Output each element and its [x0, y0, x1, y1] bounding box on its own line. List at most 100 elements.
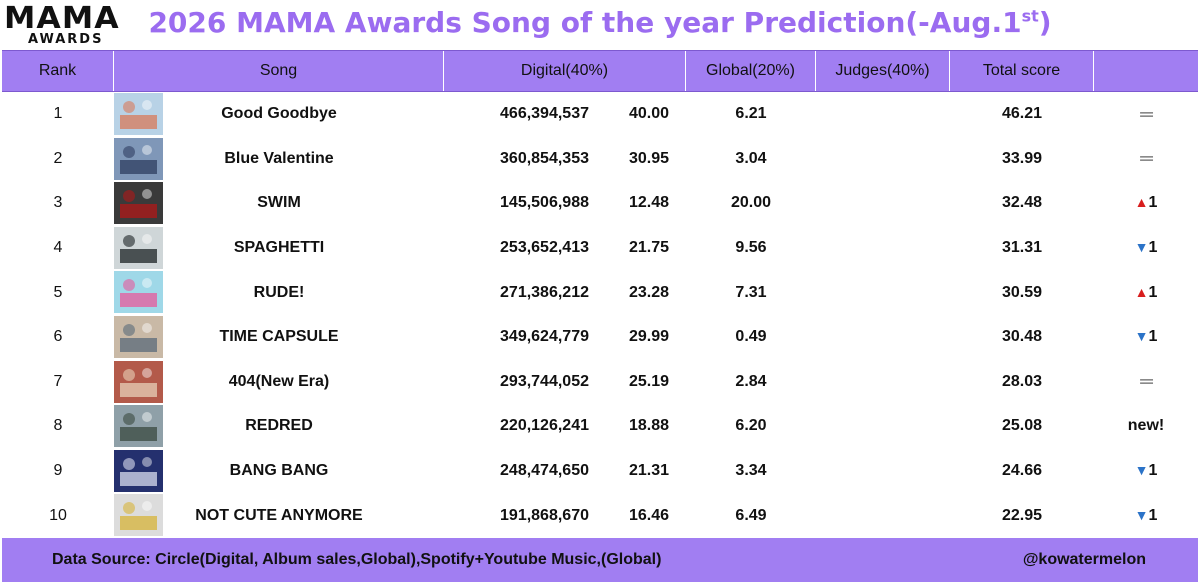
- total-score: 31.31: [1001, 239, 1043, 257]
- album-cover-rude-icon: [114, 271, 163, 314]
- rank-change: ▼1: [1135, 507, 1158, 525]
- table-row: 1 Good Goodbye 466,394,537 40.00 6.21 46…: [2, 92, 1198, 137]
- rank-cell: 3: [53, 194, 63, 212]
- judges-score: [816, 404, 950, 449]
- total-score: 32.48: [1001, 194, 1043, 212]
- global-score: 7.31: [735, 283, 767, 301]
- digital-streams: 253,652,413: [500, 239, 589, 257]
- global-score: 20.00: [730, 194, 772, 212]
- song-cell: BANG BANG: [114, 449, 444, 494]
- global-score: 0.49: [735, 328, 767, 346]
- digital-score: 29.99: [628, 328, 669, 346]
- digital-streams: 349,624,779: [500, 328, 589, 346]
- rank-change: ═: [1140, 103, 1153, 125]
- global-score: 6.49: [735, 506, 767, 524]
- rank-change-value: 1: [1148, 328, 1158, 346]
- rank-change-value: 1: [1148, 462, 1158, 480]
- total-score: 24.66: [1001, 462, 1043, 480]
- rank-change-value: 1: [1148, 506, 1158, 524]
- rank-cell: 8: [53, 417, 63, 435]
- song-title: Good Goodbye: [221, 105, 337, 123]
- table-row: 4 SPAGHETTI 253,652,413 21.75 9.56 31.31…: [2, 226, 1198, 271]
- rank-cell: 10: [49, 506, 67, 524]
- digital-cell: 271,386,212 23.28: [444, 270, 686, 315]
- judges-score: [816, 226, 950, 271]
- equal-icon: ═: [1140, 148, 1153, 169]
- rank-change-cell: ▼1: [1094, 226, 1198, 271]
- title-close: ): [1038, 6, 1052, 39]
- logo-awards-text: AWARDS: [28, 32, 104, 47]
- global-score: 9.56: [735, 239, 767, 257]
- header-global: Global(20%): [686, 51, 816, 91]
- total-score: 30.48: [1001, 328, 1043, 346]
- album-cover-bang-bang-icon: [114, 449, 163, 492]
- song-title: REDRED: [245, 417, 313, 435]
- table-body: 1 Good Goodbye 466,394,537 40.00 6.21 46…: [2, 92, 1198, 538]
- header-judges: Judges(40%): [816, 51, 950, 91]
- rank-change-cell: ▼1: [1094, 493, 1198, 538]
- digital-streams: 220,126,241: [500, 417, 589, 435]
- digital-streams: 145,506,988: [500, 194, 589, 212]
- digital-streams: 248,474,650: [500, 462, 589, 480]
- album-cover-swim-icon: [114, 182, 163, 225]
- digital-cell: 220,126,241 18.88: [444, 404, 686, 449]
- digital-score: 18.88: [628, 417, 669, 435]
- song-cell: 404(New Era): [114, 360, 444, 405]
- song-cell: TIME CAPSULE: [114, 315, 444, 360]
- digital-score: 30.95: [628, 149, 669, 167]
- table-header: Rank Song Digital(40%) Global(20%) Judge…: [2, 50, 1198, 92]
- rank-change-value: new!: [1127, 417, 1165, 435]
- rank-change-cell: new!: [1094, 404, 1198, 449]
- author-handle: @kowatermelon: [1022, 551, 1146, 568]
- song-cell: Blue Valentine: [114, 137, 444, 182]
- digital-score: 25.19: [628, 372, 669, 390]
- global-score: 3.04: [735, 149, 767, 167]
- song-title: 404(New Era): [228, 372, 330, 390]
- song-title: TIME CAPSULE: [219, 328, 339, 346]
- global-score: 6.21: [735, 105, 767, 123]
- song-title: RUDE!: [253, 283, 305, 301]
- table-row: 2 Blue Valentine 360,854,353 30.95 3.04 …: [2, 137, 1198, 182]
- table-row: 5 RUDE! 271,386,212 23.28 7.31 30.59 ▲1: [2, 270, 1198, 315]
- digital-cell: 191,868,670 16.46: [444, 493, 686, 538]
- digital-score: 23.28: [628, 283, 669, 301]
- total-score: 33.99: [1001, 149, 1043, 167]
- arrow-down-icon: ▼: [1134, 462, 1149, 479]
- data-source-text: Data Source: Circle(Digital, Album sales…: [52, 551, 662, 568]
- table-row: 3 SWIM 145,506,988 12.48 20.00 32.48 ▲1: [2, 181, 1198, 226]
- digital-cell: 145,506,988 12.48: [444, 181, 686, 226]
- song-title: NOT CUTE ANYMORE: [195, 506, 363, 524]
- header-rank: Rank: [2, 51, 114, 91]
- judges-score: [816, 181, 950, 226]
- rank-change-cell: ▼1: [1094, 449, 1198, 494]
- judges-score: [816, 137, 950, 182]
- digital-score: 21.31: [628, 462, 669, 480]
- rank-cell: 2: [53, 149, 63, 167]
- digital-streams: 466,394,537: [500, 105, 589, 123]
- digital-score: 21.75: [628, 239, 669, 257]
- album-cover-time-capsule-icon: [114, 315, 163, 358]
- total-score: 25.08: [1001, 417, 1043, 435]
- album-cover-spaghetti-icon: [114, 226, 163, 269]
- digital-cell: 293,744,052 25.19: [444, 360, 686, 405]
- header-digital: Digital(40%): [444, 51, 686, 91]
- judges-score: [816, 315, 950, 360]
- digital-streams: 360,854,353: [500, 149, 589, 167]
- album-cover-beach-icon: [114, 93, 163, 135]
- digital-cell: 360,854,353 30.95: [444, 137, 686, 182]
- album-cover-blue-icon: [114, 137, 163, 180]
- equal-icon: ═: [1140, 103, 1153, 124]
- global-score: 3.34: [735, 462, 767, 480]
- total-score: 30.59: [1001, 283, 1043, 301]
- digital-score: 12.48: [628, 194, 669, 212]
- judges-score: [816, 449, 950, 494]
- digital-cell: 248,474,650 21.31: [444, 449, 686, 494]
- header-song: Song: [114, 51, 444, 91]
- arrow-up-icon: ▲: [1134, 194, 1149, 211]
- song-cell: SWIM: [114, 181, 444, 226]
- song-cell: NOT CUTE ANYMORE: [114, 493, 444, 538]
- arrow-down-icon: ▼: [1134, 328, 1149, 345]
- rank-change: new!: [1128, 417, 1164, 435]
- table-row: 8 REDRED 220,126,241 18.88 6.20 25.08 ne…: [2, 404, 1198, 449]
- album-cover-404-icon: [114, 360, 163, 403]
